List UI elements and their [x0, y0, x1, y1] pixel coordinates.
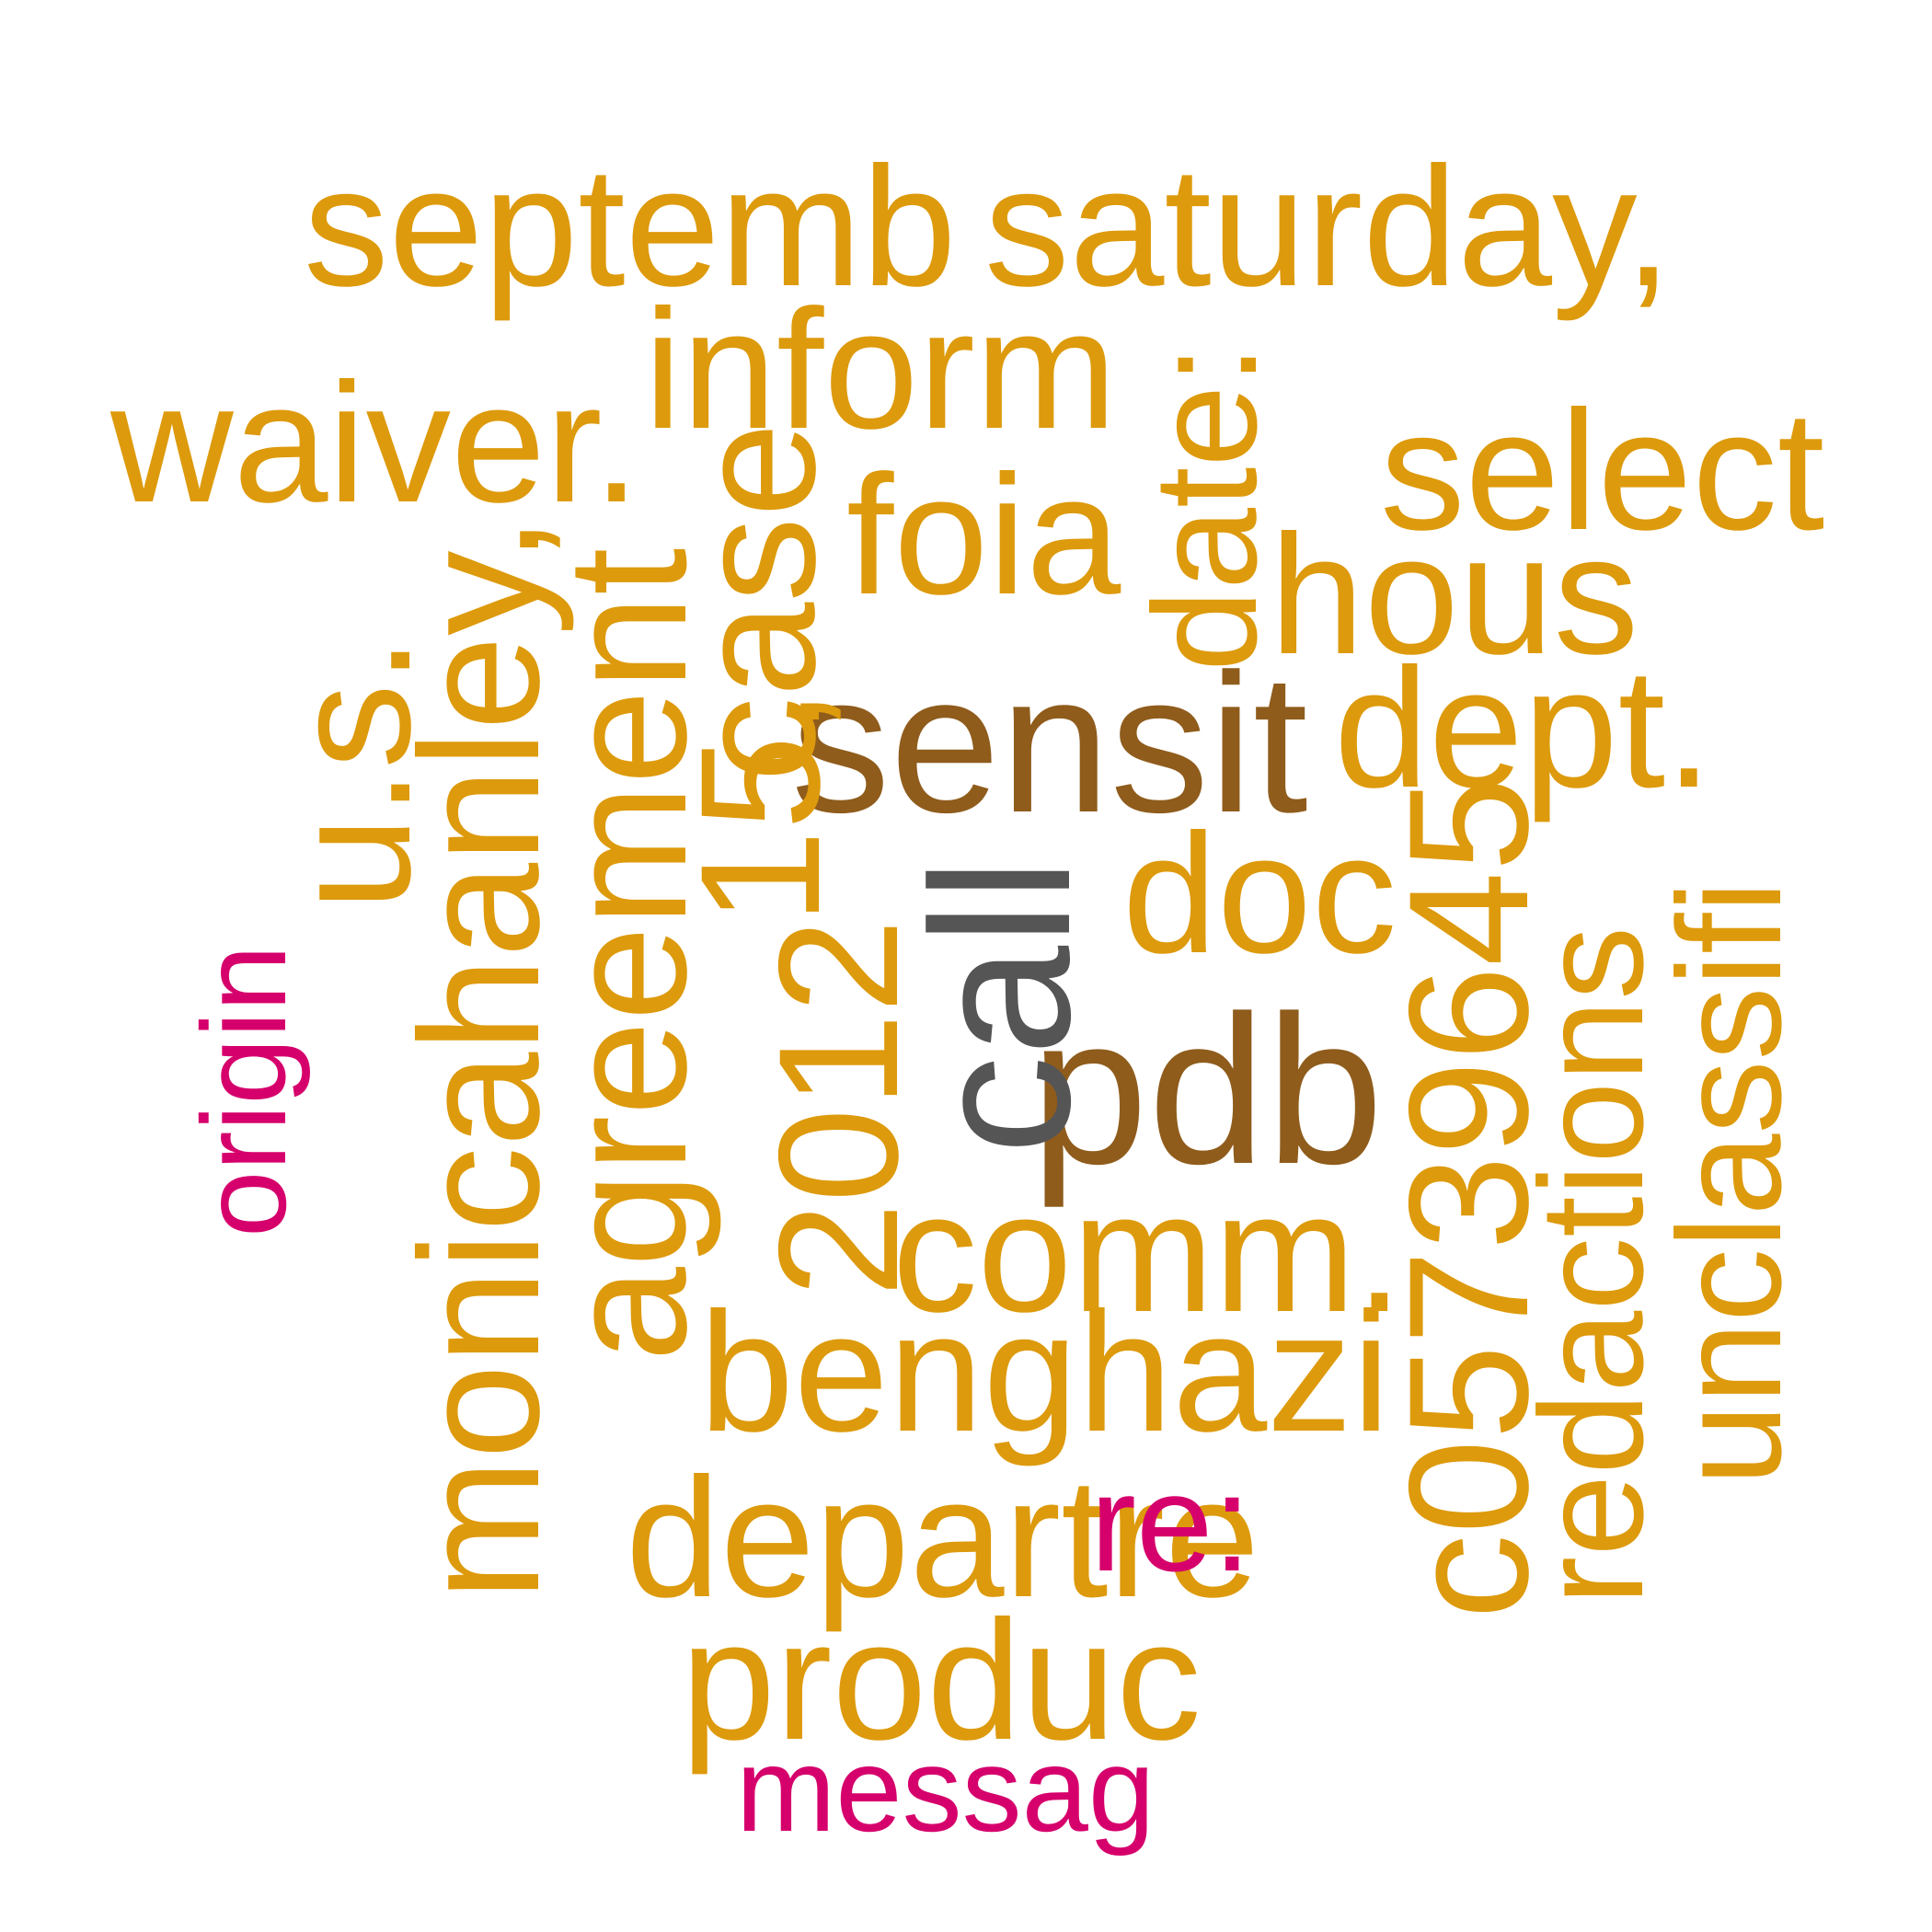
- word-call: call: [890, 857, 1111, 1155]
- word-foia: foia: [846, 441, 1121, 630]
- word-saturday: saturday,: [984, 132, 1673, 322]
- word-15: 15,: [666, 687, 856, 925]
- word-dept: dept.: [1334, 634, 1713, 823]
- word-unclassifi: unclassifi: [1647, 880, 1811, 1486]
- word-departre: departre: [626, 1443, 1260, 1633]
- word-re: re:: [1090, 1445, 1252, 1600]
- word-us: u.s.: [257, 636, 446, 911]
- word-septemb: septemb: [304, 132, 957, 322]
- word-select: select: [1380, 376, 1825, 566]
- word-date: date:: [1122, 344, 1287, 672]
- word-comm: comm.: [892, 1158, 1403, 1348]
- word-produc: produc: [681, 1586, 1202, 1776]
- word-waiver: waiver.: [110, 349, 640, 538]
- word-benghazi: benghazi: [699, 1278, 1390, 1467]
- word-sensit: sensit: [791, 632, 1308, 854]
- word-messag: messag: [736, 1722, 1156, 1857]
- word-hous: hous: [1270, 500, 1639, 690]
- word-inform: inform: [644, 275, 1117, 465]
- word-agreement: agreement: [533, 547, 722, 1362]
- word-doc: doc: [1122, 799, 1397, 989]
- word-redactions: redactions: [1509, 926, 1673, 1605]
- word-origin: origin: [177, 945, 311, 1237]
- word-pdb: pdb: [1030, 972, 1384, 1208]
